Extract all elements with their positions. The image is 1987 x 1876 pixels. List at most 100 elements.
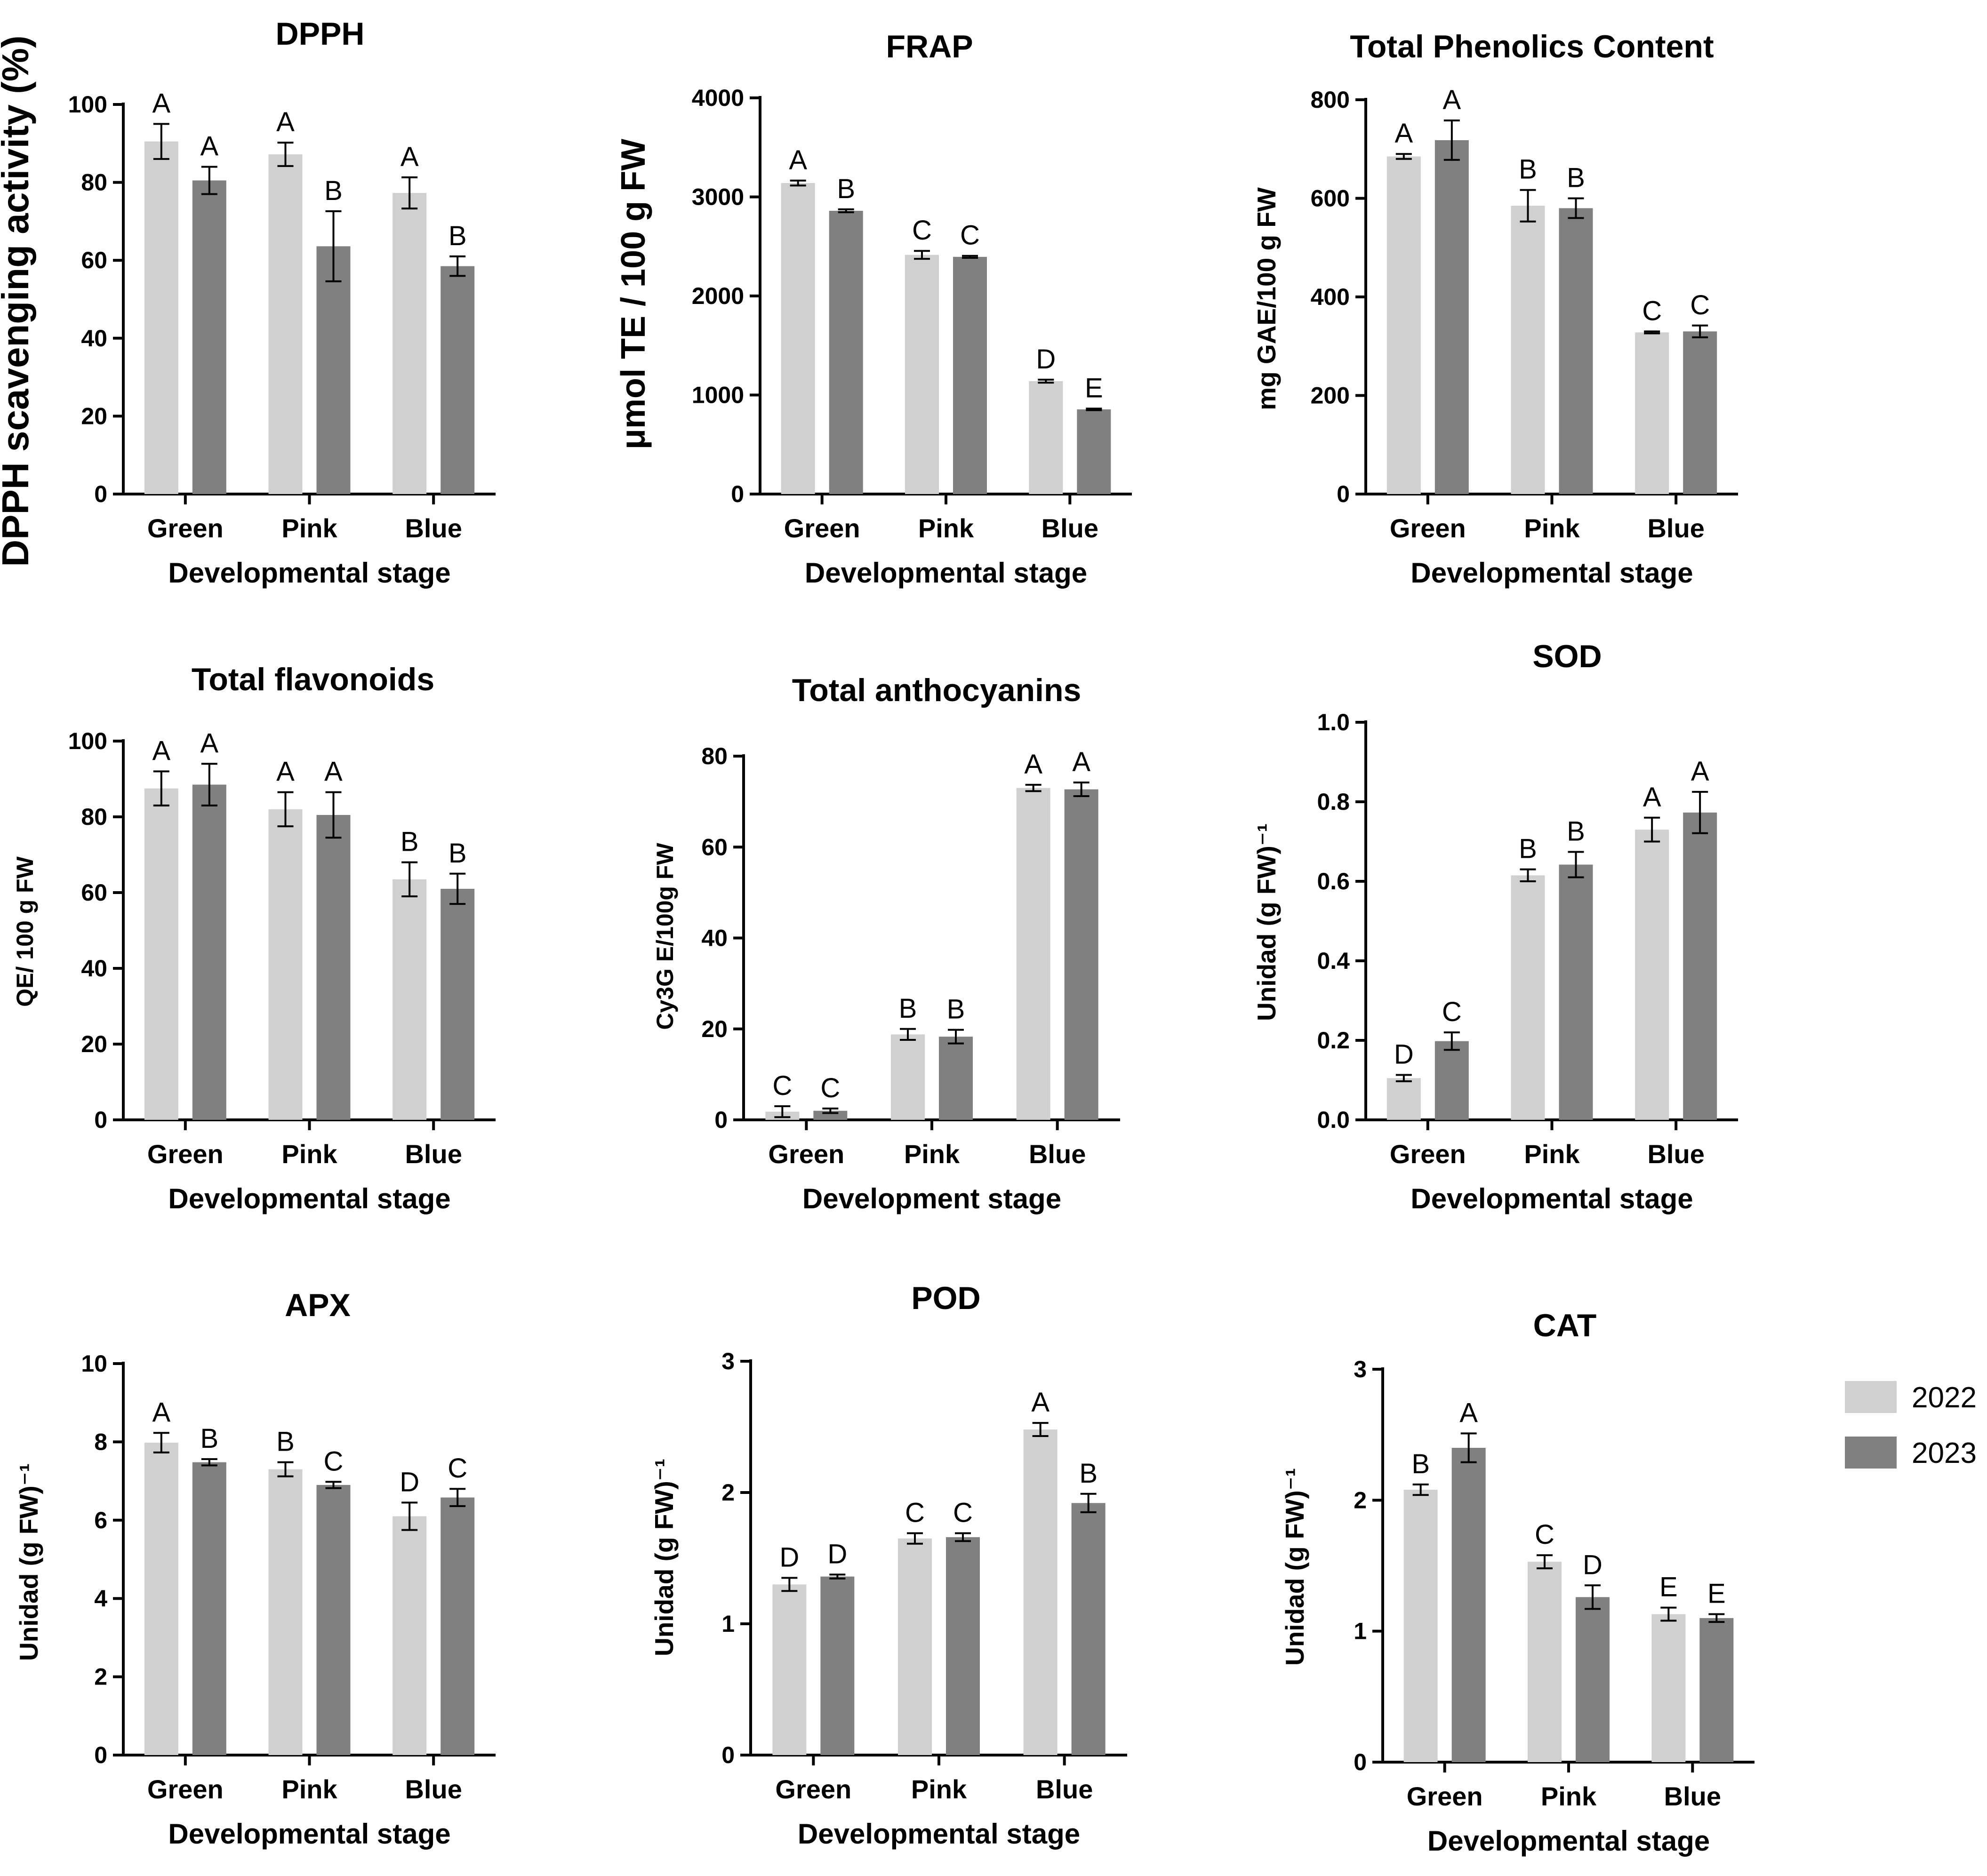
y-tick-label: 0: [94, 1107, 107, 1133]
x-tick-label: Green: [1390, 513, 1466, 543]
bar-2022-blue: [1023, 1429, 1058, 1755]
y-tick-label: 0.2: [1317, 1027, 1350, 1054]
y-tick-label: 2: [94, 1664, 107, 1690]
bar-2023-blue: [1683, 812, 1717, 1120]
x-axis-label: Developmental stage: [168, 1818, 450, 1850]
y-axis-label: μmol TE / 100 g FW: [615, 139, 652, 449]
significance-letter: E: [1707, 1578, 1726, 1609]
bar-2022-green: [772, 1584, 807, 1755]
y-tick-label: 0: [94, 1742, 107, 1768]
x-tick-label: Green: [147, 513, 224, 543]
significance-letter: B: [1079, 1458, 1098, 1489]
y-tick-label: 4000: [692, 85, 744, 111]
bar-2022-pink: [268, 809, 303, 1120]
y-axis-label: Unidad (g FW)⁻¹: [14, 1463, 43, 1661]
significance-letter: C: [772, 1070, 792, 1101]
y-tick-label: 400: [1311, 284, 1350, 310]
significance-letter: C: [905, 1497, 925, 1528]
significance-letter: A: [401, 142, 419, 172]
significance-letter: D: [400, 1467, 419, 1497]
bar-2023-pink: [1576, 1597, 1610, 1762]
x-tick-label: Blue: [1664, 1781, 1721, 1811]
chart-title: SOD: [1532, 639, 1602, 674]
x-tick-label: Blue: [405, 1139, 462, 1169]
bar-2022-pink: [898, 1538, 932, 1755]
x-tick-label: Pink: [1541, 1781, 1597, 1811]
y-axis-label: Cy3G E/100g FW: [652, 843, 678, 1030]
significance-letter: B: [899, 993, 917, 1024]
chart-panel-3: Total Phenolics Content mg GAE/100 g FW 0 2…: [1252, 29, 1738, 589]
x-tick-label: Pink: [911, 1774, 967, 1804]
bar-2023-green: [1434, 140, 1469, 494]
y-tick-label: 1.0: [1317, 709, 1350, 735]
significance-letter: B: [837, 174, 855, 204]
y-tick-label: 0: [731, 481, 744, 507]
bar-2023-blue: [441, 1497, 475, 1755]
significance-letter: A: [1024, 749, 1042, 780]
bar-2023-green: [1451, 1448, 1486, 1762]
significance-letter: A: [152, 735, 170, 766]
significance-letter: B: [1519, 154, 1537, 185]
bar-2022-blue: [393, 1516, 427, 1755]
significance-letter: C: [324, 1446, 344, 1477]
bar-2022-blue: [1651, 1614, 1686, 1762]
x-tick-label: Pink: [281, 1139, 337, 1169]
y-tick-label: 0: [1337, 481, 1350, 507]
bar-2022-blue: [393, 879, 427, 1120]
x-tick-label: Pink: [281, 513, 337, 543]
significance-letter: C: [820, 1073, 840, 1103]
chart-title: DPPH: [276, 16, 365, 52]
significance-letter: B: [324, 176, 343, 206]
bar-2023-green: [192, 784, 226, 1120]
bar-2022-pink: [905, 255, 939, 494]
significance-letter: B: [1567, 816, 1585, 846]
significance-letter: C: [953, 1497, 973, 1528]
bar-2022-green: [1386, 156, 1421, 494]
y-tick-label: 4: [94, 1585, 107, 1612]
y-axis-label: QE/ 100 g FW: [12, 856, 38, 1006]
significance-letter: D: [1394, 1039, 1414, 1070]
bar-2022-blue: [393, 192, 427, 494]
bar-2023-green: [820, 1576, 855, 1755]
y-tick-label: 0: [721, 1742, 735, 1768]
bar-2023-pink: [316, 1485, 351, 1755]
x-axis-label: Developmental stage: [798, 1818, 1080, 1850]
chart-panel-8: POD Unidad (g FW)⁻¹ 0 1 2 3 Green D D Pink C C Blue A…: [649, 1280, 1127, 1850]
y-tick-label: 8: [94, 1429, 107, 1455]
x-axis-label: Developmental stage: [168, 1183, 450, 1214]
x-tick-label: Green: [147, 1139, 224, 1169]
significance-letter: B: [1519, 834, 1537, 864]
chart-panel-4: Total flavonoids QE/ 100 g FW 0 20 40 60 80 100…: [12, 662, 496, 1214]
bar-2022-pink: [1511, 206, 1545, 494]
chart-panel-5: Total anthocyanins Cy3G E/100g FW 0 20 40 60 8…: [652, 672, 1120, 1214]
significance-letter: E: [1659, 1572, 1678, 1603]
chart-title: CAT: [1533, 1308, 1597, 1343]
y-axis-label: mg GAE/100 g FW: [1252, 187, 1281, 410]
significance-letter: A: [152, 1397, 170, 1428]
x-tick-label: Blue: [1036, 1774, 1093, 1804]
significance-letter: C: [912, 215, 932, 246]
y-tick-label: 0: [714, 1107, 728, 1133]
y-tick-label: 200: [1311, 383, 1350, 409]
bar-2022-green: [144, 141, 178, 494]
bar-2023-pink: [953, 256, 987, 494]
significance-letter: D: [1583, 1549, 1602, 1580]
x-axis-label: Developmental stage: [805, 557, 1087, 589]
y-tick-label: 800: [1311, 87, 1350, 113]
bar-2023-pink: [316, 814, 351, 1120]
significance-letter: A: [1072, 747, 1090, 777]
bar-2023-green: [192, 1462, 226, 1755]
y-tick-label: 0.6: [1317, 868, 1350, 894]
significance-letter: B: [1567, 163, 1585, 193]
y-tick-label: 60: [701, 834, 728, 860]
y-tick-label: 1: [1354, 1618, 1367, 1644]
significance-letter: C: [1442, 997, 1462, 1027]
y-tick-label: 600: [1311, 185, 1350, 212]
bar-2023-pink: [1559, 208, 1593, 494]
y-tick-label: 3: [1354, 1356, 1367, 1382]
significance-letter: A: [1691, 756, 1709, 787]
bar-2022-pink: [891, 1034, 925, 1120]
y-tick-label: 2: [721, 1479, 735, 1506]
y-tick-label: 100: [68, 91, 107, 118]
